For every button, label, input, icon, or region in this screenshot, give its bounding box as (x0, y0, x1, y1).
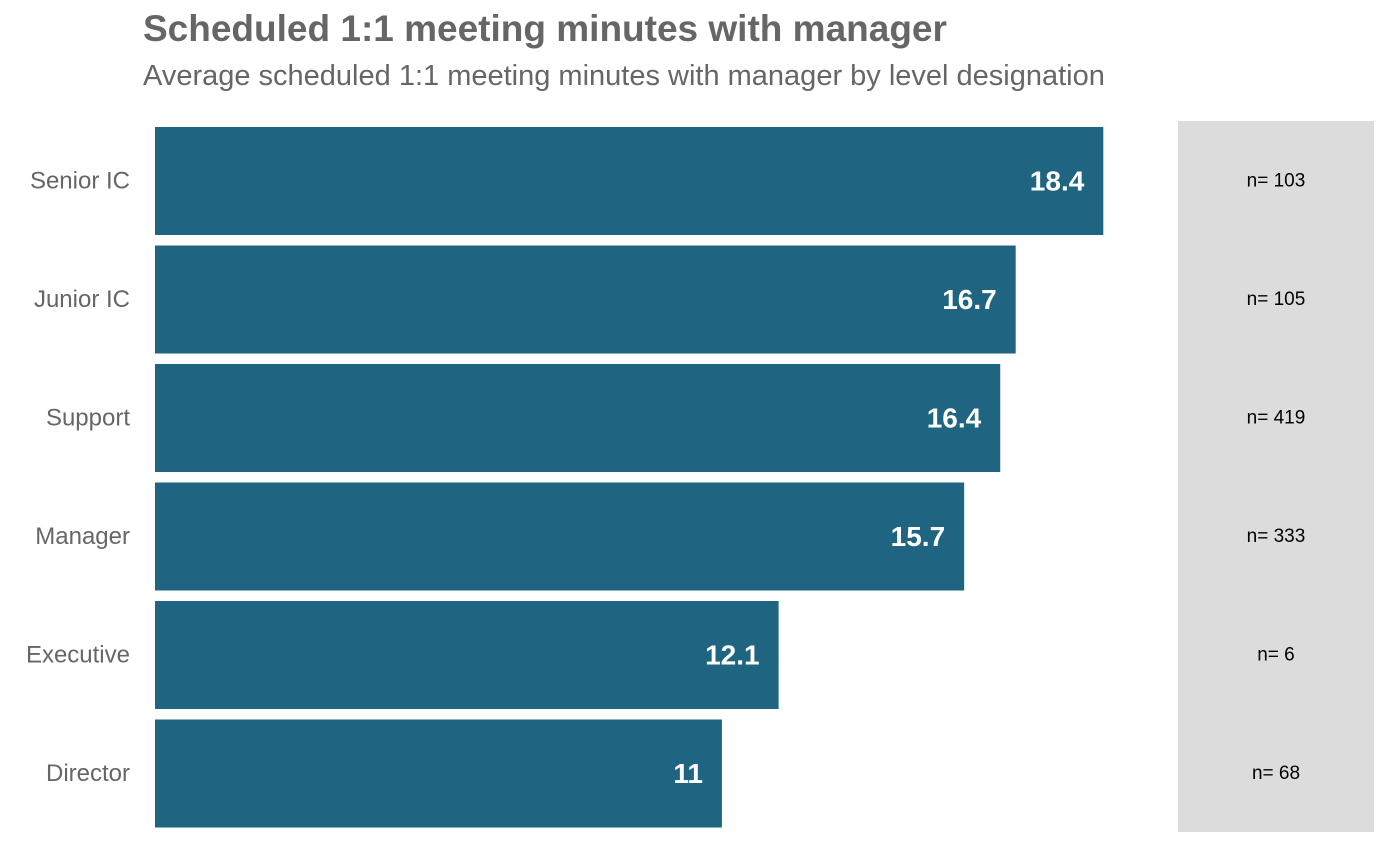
sample-size-panel (1178, 121, 1374, 832)
value-label-junior-ic: 16.7 (942, 284, 997, 315)
category-label-director: Director (46, 760, 130, 787)
sample-size-label-senior-ic: n= 103 (1247, 171, 1306, 192)
bar-executive (155, 601, 779, 709)
sample-size-labels-group: n= 103 n= 105 n= 419 n= 333 n= 6 n= 68 (1247, 171, 1306, 785)
sample-size-label-junior-ic: n= 105 (1247, 289, 1306, 310)
value-labels-group: 18.4 16.7 16.4 15.7 12.1 11 (673, 166, 1084, 790)
category-label-support: Support (46, 405, 130, 432)
sample-size-label-manager: n= 333 (1247, 526, 1306, 547)
chart-title: Scheduled 1:1 meeting minutes with manag… (143, 8, 947, 49)
value-label-executive: 12.1 (705, 640, 760, 671)
bar-junior-ic (155, 245, 1016, 354)
category-label-manager: Manager (35, 523, 130, 550)
category-labels-group: Senior IC Junior IC Support Manager Executiv… (26, 168, 130, 788)
value-label-director: 11 (673, 758, 703, 789)
category-label-senior-ic: Senior IC (30, 168, 130, 195)
bar-support (155, 364, 1001, 472)
value-label-manager: 15.7 (891, 521, 946, 552)
category-label-junior-ic: Junior IC (34, 286, 130, 313)
sample-size-label-executive: n= 6 (1257, 645, 1295, 666)
value-label-senior-ic: 18.4 (1030, 166, 1085, 197)
bar-manager (155, 482, 965, 591)
bars-group (155, 127, 1104, 828)
bar-senior-ic (155, 127, 1104, 235)
sample-size-label-director: n= 68 (1252, 763, 1300, 784)
category-label-executive: Executive (26, 642, 130, 669)
sample-size-label-support: n= 419 (1247, 408, 1306, 429)
chart-subtitle: Average scheduled 1:1 meeting minutes wi… (143, 60, 1105, 92)
value-label-support: 16.4 (927, 403, 982, 434)
bar-director (155, 719, 722, 828)
